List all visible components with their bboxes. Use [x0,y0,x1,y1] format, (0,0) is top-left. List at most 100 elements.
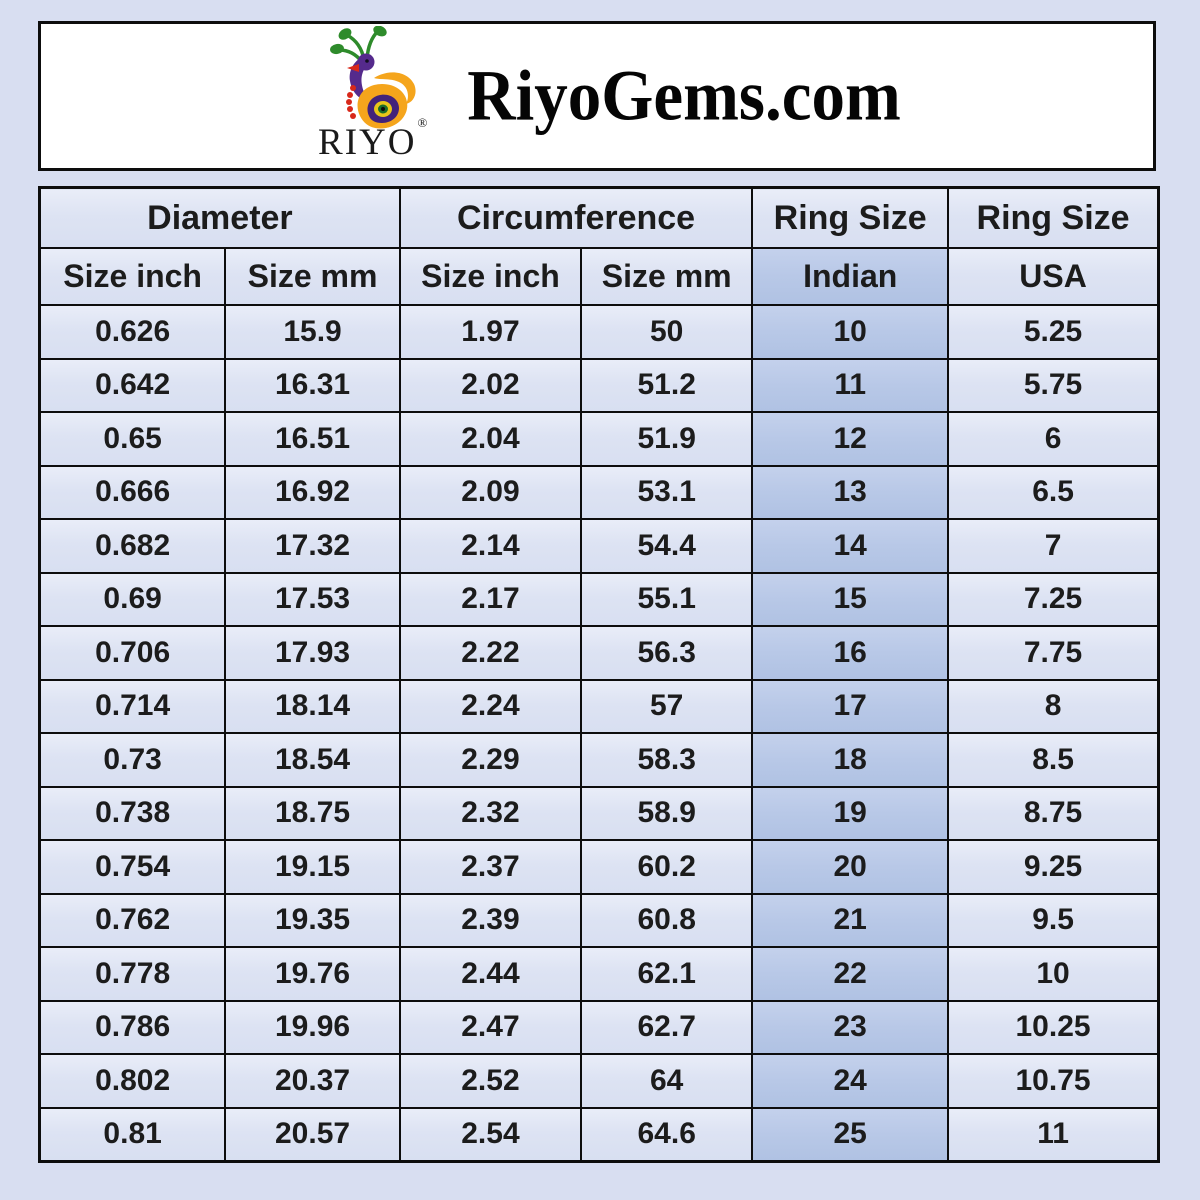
table-cell: 17.53 [224,571,401,627]
table-cell: 16.92 [224,464,401,520]
table-row: 0.738 18.75 2.32 58.9 19 8.75 [38,785,1160,841]
table-cell: 7.75 [947,625,1160,681]
header-banner: RIYO® RiyoGems.com [38,21,1156,171]
table-row: 0.802 20.37 2.52 64 24 10.75 [38,1053,1160,1109]
table-row: 0.65 16.51 2.04 51.9 12 6 [38,411,1160,467]
table-cell: 12 [751,411,950,467]
table-cell: 0.802 [38,1053,227,1109]
table-cell: 20.37 [224,1053,401,1109]
table-cell: 9.25 [947,839,1160,895]
table-cell: 0.714 [38,678,227,734]
table-cell: 9.5 [947,892,1160,948]
table-cell: 0.778 [38,946,227,1002]
table-cell: 0.626 [38,304,227,360]
table-row: 0.714 18.14 2.24 57 17 8 [38,678,1160,734]
ring-size-table-body: 0.626 15.9 1.97 50 10 5.25 0.642 16.31 2.02 51.2 1… [38,304,1160,1163]
table-cell: 13 [751,464,950,520]
table-cell: 6 [947,411,1160,467]
table-cell: 0.642 [38,357,227,413]
column-group-row: Diameter Circumference Ring Size Ring Si… [38,186,1160,249]
table-cell: 17.93 [224,625,401,681]
column-header-size-mm-circumference: Size mm [580,247,754,306]
table-cell: 64 [580,1053,754,1109]
table-cell: 55.1 [580,571,754,627]
table-row: 0.762 19.35 2.39 60.8 21 9.5 [38,892,1160,948]
table-row: 0.642 16.31 2.02 51.2 11 5.75 [38,357,1160,413]
table-cell: 0.65 [38,411,227,467]
table-cell: 19.15 [224,839,401,895]
table-cell: 2.24 [398,678,583,734]
table-row: 0.73 18.54 2.29 58.3 18 8.5 [38,732,1160,788]
table-cell: 1.97 [398,304,583,360]
table-cell: 0.786 [38,999,227,1055]
table-cell: 18.75 [224,785,401,841]
table-cell: 5.75 [947,357,1160,413]
table-cell: 19.35 [224,892,401,948]
table-cell: 58.9 [580,785,754,841]
group-header-circumference: Circumference [398,186,754,249]
table-cell: 15.9 [224,304,401,360]
table-cell: 18 [751,732,950,788]
table-cell: 24 [751,1053,950,1109]
table-cell: 64.6 [580,1106,754,1163]
table-cell: 0.81 [38,1106,227,1163]
registered-mark: ® [417,114,430,130]
table-row: 0.81 20.57 2.54 64.6 25 11 [38,1106,1160,1163]
table-cell: 18.54 [224,732,401,788]
column-header-size-inch-diameter: Size inch [38,247,227,306]
table-cell: 5.25 [947,304,1160,360]
table-cell: 2.22 [398,625,583,681]
table-row: 0.778 19.76 2.44 62.1 22 10 [38,946,1160,1002]
column-header-usa: USA [947,247,1160,306]
table-cell: 58.3 [580,732,754,788]
table-cell: 8.5 [947,732,1160,788]
table-cell: 11 [751,357,950,413]
group-header-diameter: Diameter [38,186,401,249]
table-cell: 60.2 [580,839,754,895]
table-row: 0.754 19.15 2.37 60.2 20 9.25 [38,839,1160,895]
group-header-ring-size-indian: Ring Size [751,186,950,249]
table-cell: 22 [751,946,950,1002]
riyo-logo: RIYO® [293,26,453,168]
table-cell: 2.09 [398,464,583,520]
site-title: RiyoGems.com [467,55,901,136]
table-cell: 2.47 [398,999,583,1055]
table-cell: 0.69 [38,571,227,627]
table-cell: 10 [751,304,950,360]
table-cell: 18.14 [224,678,401,734]
table-cell: 2.39 [398,892,583,948]
table-cell: 15 [751,571,950,627]
table-cell: 2.04 [398,411,583,467]
table-row: 0.626 15.9 1.97 50 10 5.25 [38,304,1160,360]
ring-size-table: Diameter Circumference Ring Size Ring Si… [38,186,1160,1163]
table-cell: 2.17 [398,571,583,627]
table-cell: 56.3 [580,625,754,681]
table-cell: 23 [751,999,950,1055]
table-cell: 50 [580,304,754,360]
table-cell: 7.25 [947,571,1160,627]
table-cell: 51.9 [580,411,754,467]
table-cell: 11 [947,1106,1160,1163]
table-cell: 2.32 [398,785,583,841]
table-cell: 2.52 [398,1053,583,1109]
table-cell: 2.37 [398,839,583,895]
table-cell: 17.32 [224,518,401,574]
table-cell: 10.75 [947,1053,1160,1109]
group-header-ring-size-usa: Ring Size [947,186,1160,249]
column-header-size-inch-circumference: Size inch [398,247,583,306]
table-cell: 10.25 [947,999,1160,1055]
table-cell: 2.54 [398,1106,583,1163]
table-cell: 57 [580,678,754,734]
table-cell: 51.2 [580,357,754,413]
brand-wordmark: RIYO® [318,114,430,163]
table-cell: 16.31 [224,357,401,413]
column-header-indian: Indian [751,247,950,306]
table-cell: 2.02 [398,357,583,413]
table-cell: 17 [751,678,950,734]
table-cell: 25 [751,1106,950,1163]
table-cell: 0.73 [38,732,227,788]
table-cell: 21 [751,892,950,948]
peacock-icon [314,26,432,132]
table-cell: 7 [947,518,1160,574]
